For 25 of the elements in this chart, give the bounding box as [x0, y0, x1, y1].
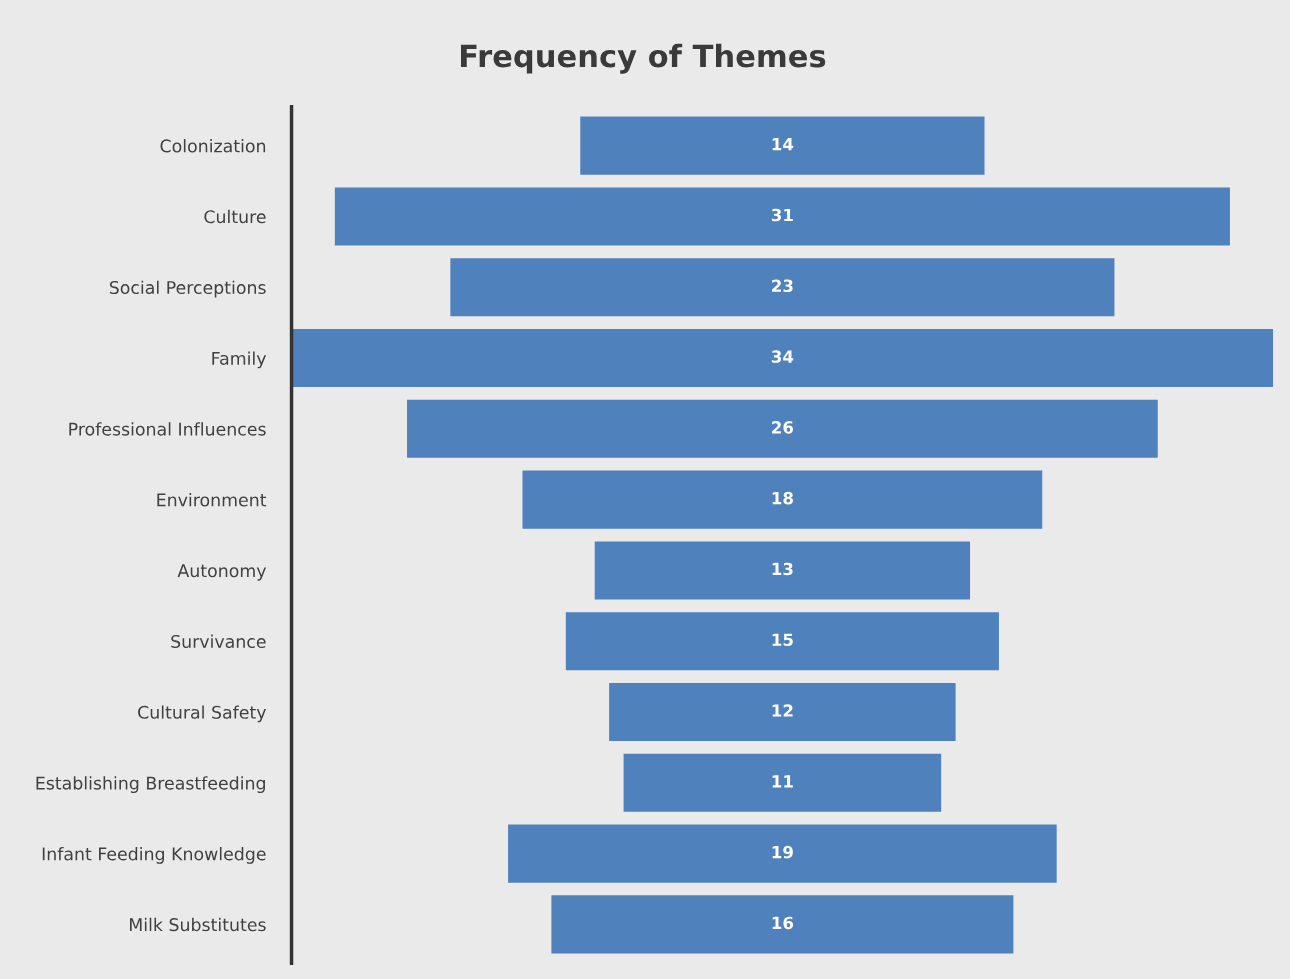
data-label: 13 — [772, 562, 793, 576]
category-label: Family — [212, 351, 267, 369]
category-label: Professional Influences — [69, 422, 266, 436]
category-label: Culture — [204, 209, 266, 224]
data-label: 11 — [772, 775, 793, 788]
data-label: 34 — [771, 350, 794, 363]
category-label: Cultural Safety — [138, 705, 267, 723]
category-label: Infant Feeding Knowledge — [42, 847, 266, 864]
category-label: Environment — [157, 493, 267, 507]
text: Frequency of Themes — [460, 43, 826, 74]
data-label: 15 — [772, 633, 793, 647]
category-label: Establishing Breastfeeding — [36, 776, 265, 794]
category-label: Milk Substitutes — [129, 917, 266, 932]
data-label: 26 — [772, 421, 794, 434]
data-label: 31 — [771, 208, 793, 222]
data-label: 23 — [772, 279, 793, 293]
data-label: 12 — [772, 704, 793, 717]
data-label: 19 — [772, 845, 793, 859]
data-label: 14 — [772, 138, 794, 151]
category-label: Colonization — [160, 139, 266, 153]
category-label: Survivance — [171, 634, 266, 649]
data-label: 18 — [772, 491, 793, 505]
category-label: Social Perceptions — [109, 280, 266, 298]
data-label: 16 — [772, 916, 794, 930]
category-label: Autonomy — [177, 564, 267, 581]
